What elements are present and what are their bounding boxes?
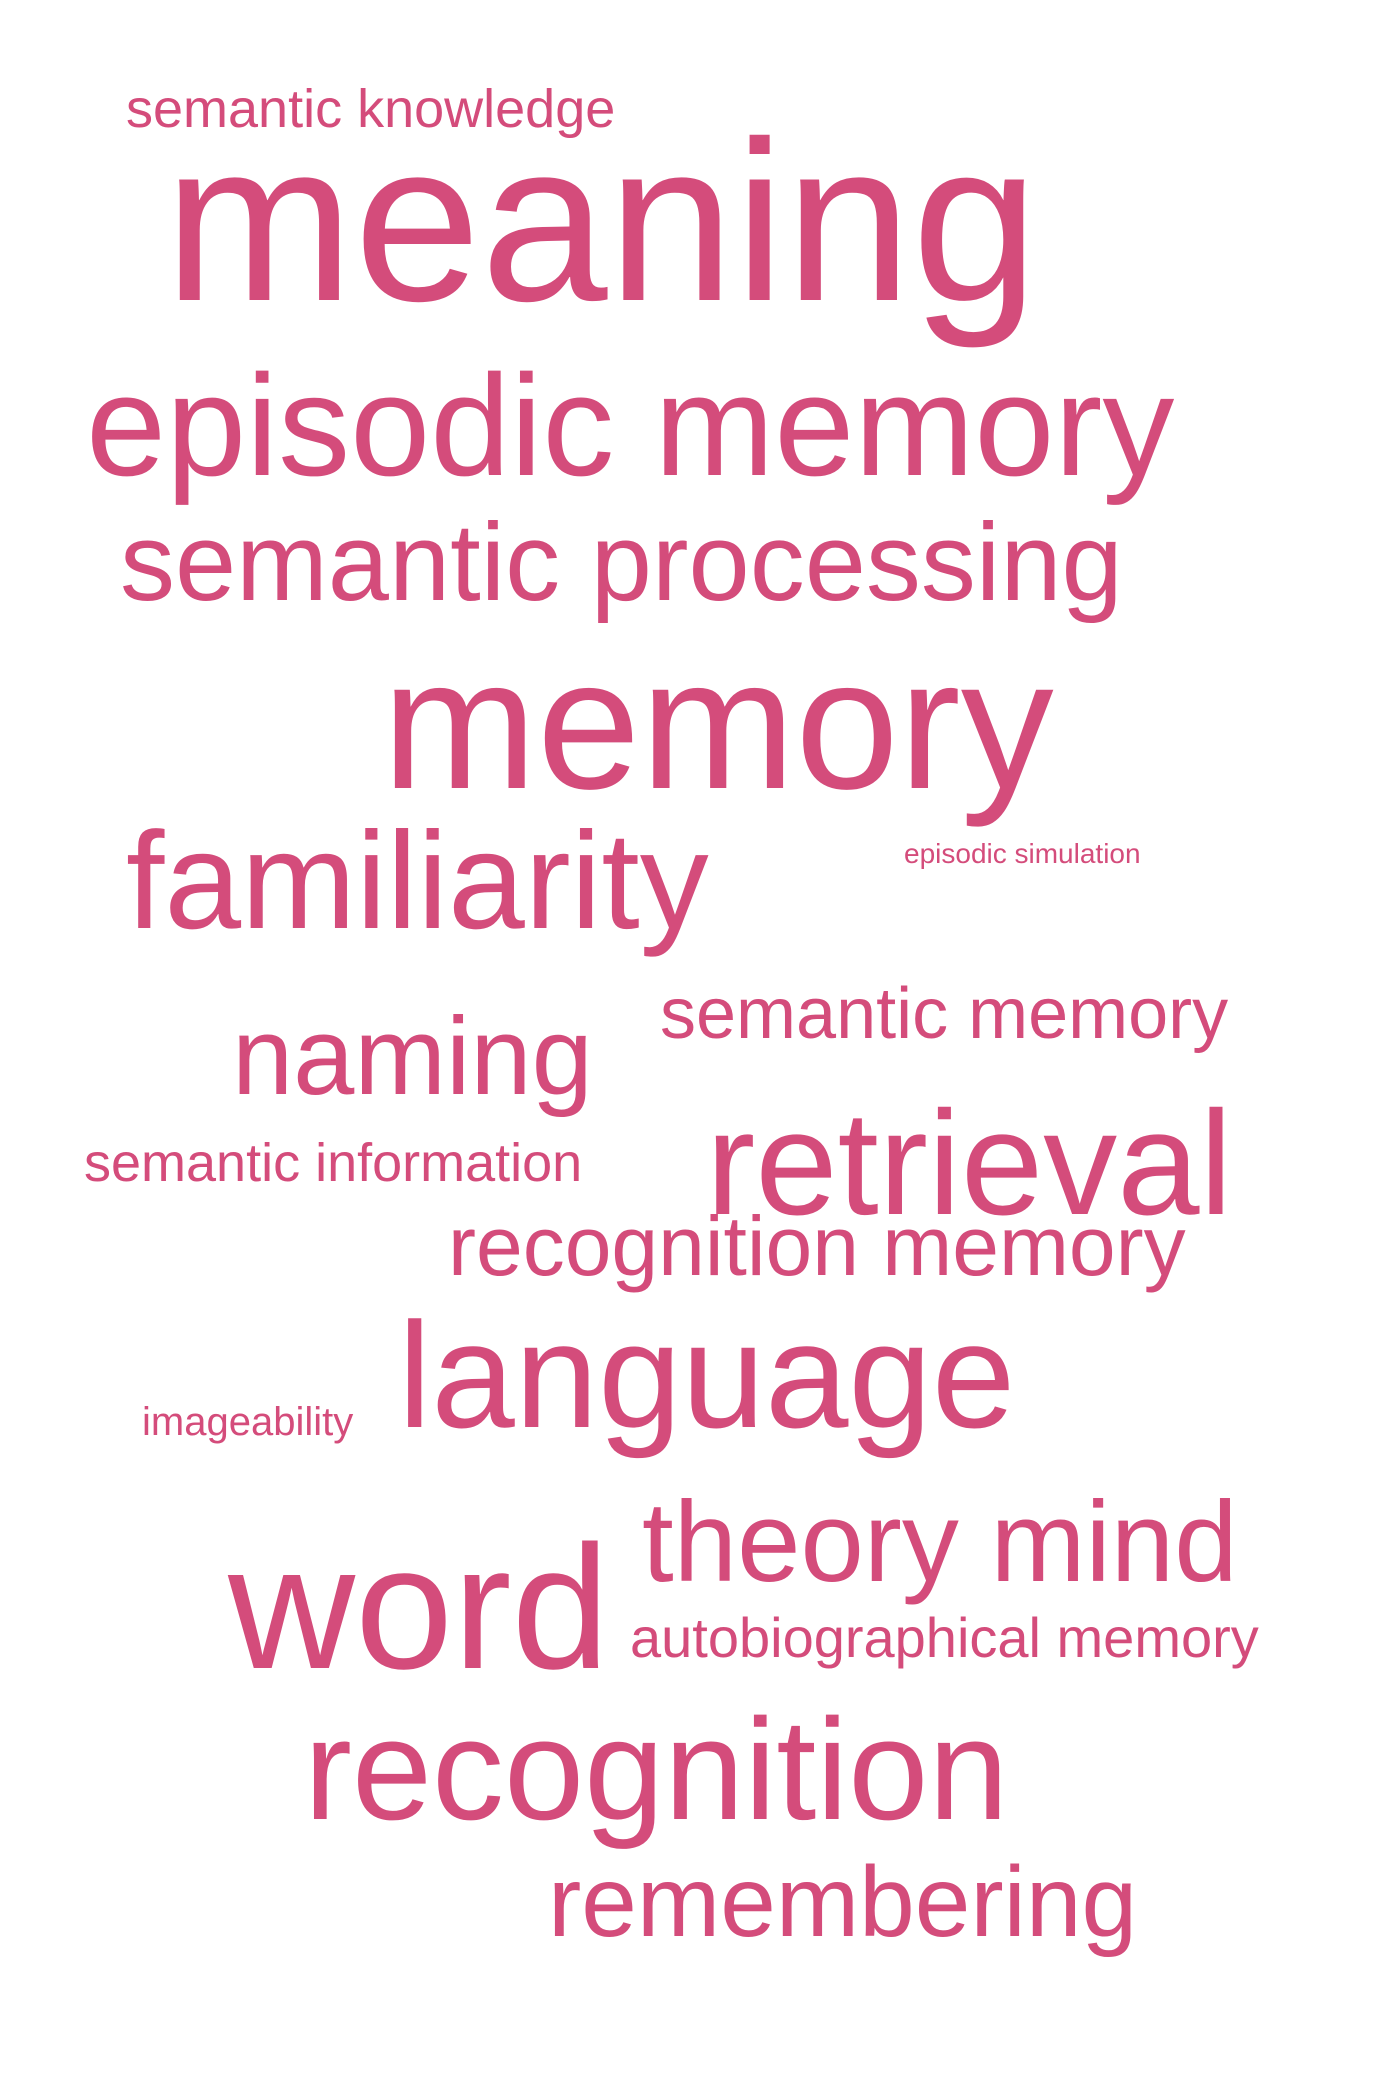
word-language: language [398, 1291, 1016, 1459]
word-semantic-information: semantic information [84, 1133, 583, 1193]
word-autobiographical-memory: autobiographical memory [630, 1606, 1259, 1669]
word-semantic-memory: semantic memory [660, 974, 1229, 1054]
word-word: word [228, 1510, 610, 1706]
word-episodic-memory: episodic memory [86, 345, 1175, 506]
word-remembering: remembering [548, 1846, 1138, 1958]
word-semantic-processing: semantic processing [120, 501, 1123, 624]
word-naming: naming [232, 995, 593, 1118]
word-retrieval: retrieval [706, 1081, 1233, 1246]
word-episodic-simulation: episodic simulation [904, 838, 1141, 869]
word-theory-mind: theory mind [642, 1479, 1238, 1606]
word-meaning: meaning [164, 95, 1039, 349]
word-recognition-memory: recognition memory [448, 1199, 1186, 1293]
word-semantic-knowledge: semantic knowledge [126, 79, 616, 139]
word-recognition: recognition [304, 1689, 1009, 1850]
word-imageability: imageability [142, 1400, 354, 1444]
word-memory: memory [382, 621, 1054, 828]
word-familiarity: familiarity [126, 804, 709, 958]
